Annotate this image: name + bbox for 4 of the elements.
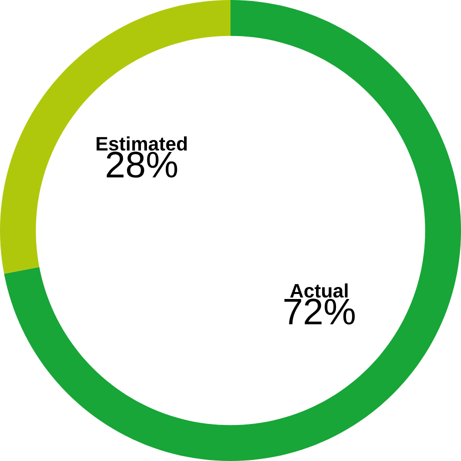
slice-label: Estimated <box>96 136 187 151</box>
slice-label: Actual <box>290 283 348 298</box>
data-label: 28% <box>106 152 178 178</box>
data-label: 72% <box>284 298 355 325</box>
